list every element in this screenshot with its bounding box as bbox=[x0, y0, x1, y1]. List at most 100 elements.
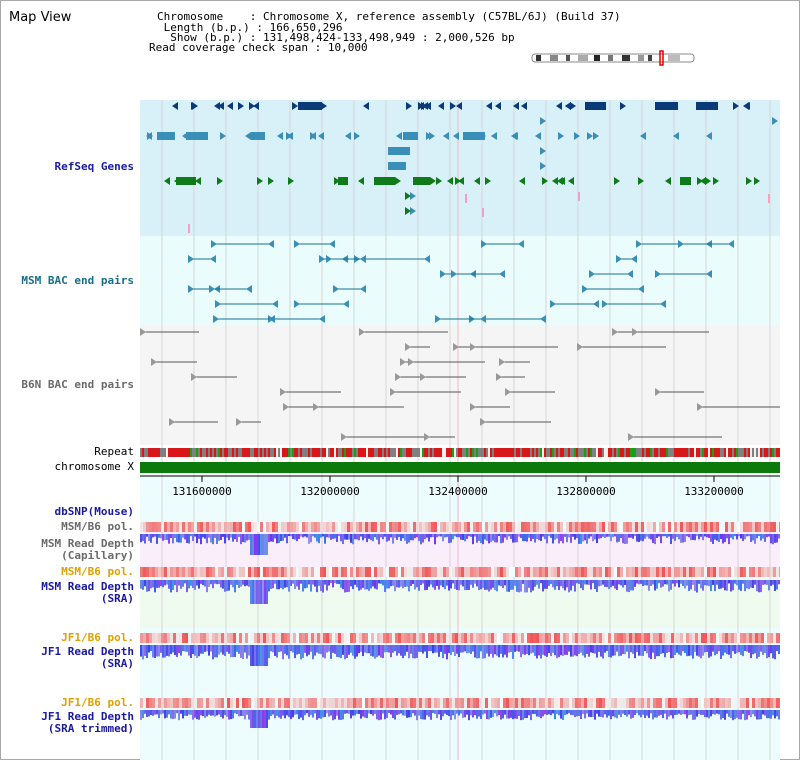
msm-b6-pol-segment bbox=[779, 522, 780, 532]
jf1-b6-pol-segment bbox=[293, 633, 296, 643]
msm-b6-pol-segment bbox=[203, 567, 206, 577]
jf1-trim-depth-bar bbox=[732, 710, 734, 721]
length-value: 166,650,296 bbox=[269, 21, 343, 34]
jf1-b6-pol-segment bbox=[392, 698, 395, 708]
jf1-trim-depth-bar bbox=[538, 710, 540, 717]
msm-b6-pol-segment bbox=[656, 522, 659, 532]
msm-capillary-depth-bar bbox=[592, 534, 594, 542]
msm-capillary-depth-bar bbox=[170, 534, 172, 539]
msm-b6-pol-segment bbox=[584, 522, 587, 532]
repeat-segment bbox=[670, 448, 672, 457]
jf1-sra-depth-bar bbox=[544, 645, 546, 656]
jf1-sra-depth-bar bbox=[152, 645, 154, 658]
msm-b6-pol-segment bbox=[410, 567, 413, 577]
msm-b6-pol-segment bbox=[308, 522, 311, 532]
msm-b6-pol-segment bbox=[260, 567, 263, 577]
msm-b6-pol-segment bbox=[146, 567, 149, 577]
msm-capillary-depth-bar bbox=[410, 534, 412, 541]
msm-sra-depth-bar bbox=[556, 580, 558, 587]
jf1-trim-depth-bar bbox=[480, 710, 482, 719]
msm-b6-pol-segment bbox=[179, 567, 182, 577]
repeat-segment bbox=[244, 448, 246, 457]
repeat-segment bbox=[522, 448, 524, 457]
jf1-sra-depth-bar bbox=[382, 645, 384, 659]
jf1-trim-depth-bar bbox=[694, 710, 696, 720]
jf1-sra-depth-bar bbox=[674, 645, 676, 655]
msm-sra-depth-bar bbox=[228, 580, 230, 591]
jf1-trim-depth-bar bbox=[218, 710, 220, 715]
repeat-segment bbox=[416, 448, 418, 457]
jf1-depth-sra-label: JF1 Read Depth (SRA) bbox=[41, 646, 134, 670]
msm-capillary-depth-bar bbox=[144, 534, 146, 544]
repeat-segment bbox=[190, 448, 192, 457]
gene-glyph bbox=[218, 102, 224, 110]
repeat-segment bbox=[556, 448, 558, 457]
genome-track-canvas[interactable]: 131600000 132000000 132400000 132800000 1332… bbox=[140, 100, 780, 760]
msm-b6-pol-segment bbox=[272, 567, 275, 577]
repeat-segment bbox=[492, 448, 494, 457]
jf1-trim-depth-bar bbox=[580, 710, 582, 719]
jf1-b6-pol-segment bbox=[209, 698, 212, 708]
jf1-sra-depth-bar bbox=[686, 645, 688, 657]
msm-b6-pol-segment bbox=[674, 522, 677, 532]
msm-b6-pol-segment bbox=[143, 567, 146, 577]
repeat-segment bbox=[490, 448, 492, 457]
msm-b6-pol-segment bbox=[326, 522, 329, 532]
msm-capillary-depth-bar bbox=[666, 534, 668, 538]
jf1-b6-pol-segment bbox=[746, 633, 749, 643]
gene-glyph bbox=[395, 177, 401, 185]
jf1-b6-pol-segment bbox=[182, 633, 185, 643]
msm-capillary-depth-bar bbox=[382, 534, 384, 540]
jf1-b6-pol-segment bbox=[239, 633, 242, 643]
msm-b6-pol-segment bbox=[710, 567, 713, 577]
jf1-b6-pol-segment bbox=[539, 698, 542, 708]
bac-end bbox=[638, 285, 644, 293]
jf1-sra-depth-bar bbox=[398, 645, 400, 654]
repeat-segment bbox=[698, 448, 700, 457]
jf1-sra-depth-bar bbox=[570, 645, 572, 657]
jf1-b6-pol-segment bbox=[365, 698, 368, 708]
msm-b6-pol-segment bbox=[536, 567, 539, 577]
msm-sra-depth-bar bbox=[528, 580, 530, 588]
msm-b6-pol-segment bbox=[317, 567, 320, 577]
b6n-end bbox=[400, 358, 406, 366]
msm-b6-pol-segment bbox=[380, 522, 383, 532]
jf1-b6-pol-segment bbox=[299, 698, 302, 708]
jf1-trim-depth-bar bbox=[652, 710, 654, 720]
repeat-segment bbox=[578, 448, 580, 457]
refseq-band bbox=[140, 100, 780, 236]
jf1-trim-depth-bar bbox=[486, 710, 488, 720]
repeat-segment bbox=[336, 448, 338, 457]
jf1-b6-pol-segment bbox=[143, 633, 146, 643]
jf1-trim-depth-bar bbox=[702, 710, 704, 715]
msm-b6-pol-segment bbox=[698, 522, 701, 532]
msm-b6-pol-segment bbox=[752, 522, 755, 532]
jf1-trim-depth-bar bbox=[690, 710, 692, 715]
chromosome-ideogram[interactable] bbox=[528, 50, 698, 66]
jf1-trim-depth-bar bbox=[256, 710, 258, 728]
msm-sra-depth-bar bbox=[714, 580, 716, 592]
msm-b6-pol-segment bbox=[257, 567, 260, 577]
msm-b6-pol-segment bbox=[692, 567, 695, 577]
msm-sra-depth-bar bbox=[178, 580, 180, 586]
jf1-sra-depth-bar bbox=[154, 645, 156, 658]
msm-b6-pol-segment bbox=[776, 567, 779, 577]
jf1-b6-pol-segment bbox=[695, 698, 698, 708]
jf1-b6-pol-segment bbox=[164, 633, 167, 643]
msm-capillary-depth-bar bbox=[312, 534, 314, 537]
msm-b6-pol-segment bbox=[200, 567, 203, 577]
repeat-segment bbox=[426, 448, 428, 457]
jf1-b6-pol-segment bbox=[509, 633, 512, 643]
bac-end bbox=[210, 255, 216, 263]
jf1-trim-depth-bar bbox=[302, 710, 304, 721]
jf1-b6-pol-segment bbox=[488, 698, 491, 708]
msm-b6-pol-segment bbox=[401, 567, 404, 577]
jf1-trim-depth-bar bbox=[522, 710, 524, 720]
msm-capillary-depth-bar bbox=[618, 534, 620, 542]
msm-capillary-depth-bar bbox=[378, 534, 380, 545]
repeat-segment bbox=[148, 448, 150, 457]
jf1-b6-pol-segment bbox=[557, 633, 560, 643]
msm-capillary-depth-bar bbox=[248, 534, 250, 540]
genome-track-panel[interactable]: 131600000 132000000 132400000 132800000 1332… bbox=[140, 100, 780, 760]
jf1-b6-pol-segment bbox=[449, 633, 452, 643]
